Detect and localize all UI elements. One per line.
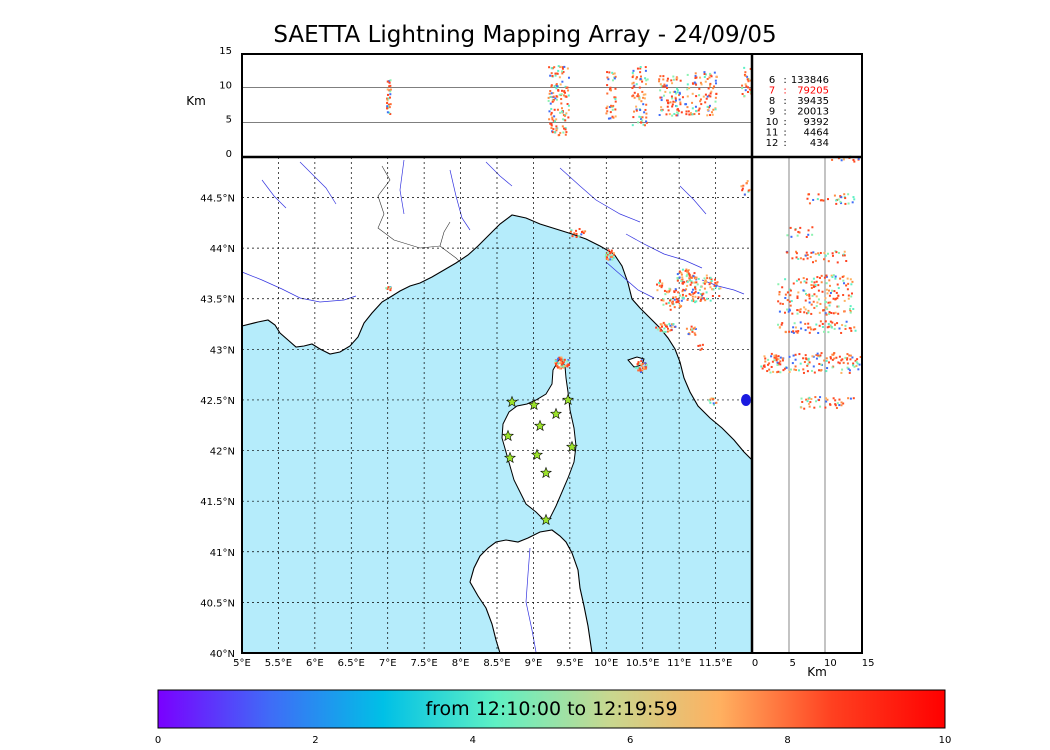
station-marker [505,395,519,408]
lightning-sources [385,180,751,406]
count-altitude: 6 [769,75,775,86]
station-marker [530,448,544,461]
longitude-tick-label: 8.5°E [483,658,510,669]
longitude-tick-label: 5.5°E [265,658,292,669]
longitude-tick-label: 9°E [525,658,543,669]
lma-stations [501,393,579,526]
altitude-longitude-sources [386,65,754,137]
side-panel-xtick: 0 [752,658,758,669]
count-altitude: 8 [769,96,775,107]
count-separator: : [783,96,786,107]
latitude-tick-label: 41.5°N [200,497,235,508]
count-value: 20013 [797,107,829,118]
figure-frame [241,53,863,654]
top-panel-yticks: 0 5 10 15 [219,46,232,160]
count-altitude: 12 [766,138,779,149]
longitude-tick-label: 10.5°E [626,658,660,669]
top-panel-ytick: 10 [219,80,232,91]
count-value: 9392 [804,117,829,128]
colorbar-tick-label: 2 [312,735,318,746]
longitude-tick-label: 6°E [306,658,324,669]
latitude-tick-label: 43.5°N [200,295,235,306]
colorbar-tick-label: 6 [627,735,633,746]
station-marker [501,429,515,442]
latitude-tick-label: 40°N [210,649,235,660]
longitude-tick-label: 9.5°E [556,658,583,669]
station-marker [561,393,575,406]
side-panel-xtick: 15 [862,658,875,669]
latitude-tick-label: 42°N [210,447,235,458]
chart-title: SAETTA Lightning Mapping Array - 24/09/0… [273,22,777,48]
station-marker [503,451,517,464]
side-panel-xtick: 5 [790,658,796,669]
count-separator: : [783,128,786,139]
count-separator: : [783,86,786,97]
colorbar-label: from 12:10:00 to 12:19:59 [425,698,678,720]
latitude-tick-label: 44°N [210,244,235,255]
longitude-tick-label: 10°E [594,658,618,669]
latitude-tick-labels: 40°N 40.5°N 41°N 41.5°N 42°N 42.5°N 43°N 43.5°N… [200,193,235,660]
latitude-tick-label: 43°N [210,345,235,356]
side-panel-xlabel: Km [807,665,827,679]
count-separator: : [783,75,786,86]
count-value: 79205 [797,86,829,97]
colorbar-ticks: 0 2 4 6 8 10 [155,735,952,746]
top-panel-ylabel: Km [186,94,206,108]
longitude-tick-labels: 5°E 5.5°E 6°E 6.5°E 7°E 7.5°E 8°E 8.5°E 9°E 9.5°E… [233,658,732,669]
coastline [241,214,753,654]
rivers [241,159,745,653]
latitude-tick-label: 41°N [210,548,235,559]
count-altitude: 11 [766,128,779,139]
altitude-counts-box: 6:1338467:792058:394359:2001310:939211:4… [752,54,862,157]
colorbar-tick-label: 0 [155,735,161,746]
top-panel-ytick: 15 [219,46,232,57]
count-value: 4464 [804,128,829,139]
altitude-latitude-panel [752,155,862,653]
map-gridlines [242,157,752,653]
corsica-island [501,357,577,521]
longitude-tick-label: 7.5°E [411,658,438,669]
side-panel-xticks: 0 5 10 15 [752,658,875,669]
altitude-longitude-panel [242,54,754,157]
count-altitude: 9 [769,107,775,118]
count-separator: : [783,117,786,128]
station-marker [549,407,563,420]
station-marker [539,513,553,526]
count-value: 39435 [797,96,829,107]
longitude-tick-label: 7°E [379,658,397,669]
station-marker [533,419,547,432]
count-value: 434 [810,138,829,149]
station-marker [565,440,579,453]
longitude-tick-label: 11°E [667,658,691,669]
longitude-tick-label: 6.5°E [338,658,365,669]
colorbar-tick-label: 10 [939,735,952,746]
map-plan-view [241,157,753,654]
longitude-tick-label: 11.5°E [699,658,733,669]
count-separator: : [783,107,786,118]
count-separator: : [783,138,786,149]
longitude-tick-label: 5°E [233,658,251,669]
top-panel-ytick: 5 [226,115,232,126]
colorbar-tick-label: 4 [470,735,476,746]
latitude-tick-label: 42.5°N [200,396,235,407]
colorbar [157,689,946,729]
colorbar-tick-label: 8 [784,735,790,746]
latitude-tick-label: 40.5°N [200,598,235,609]
country-borders [377,165,461,263]
latitude-tick-label: 44.5°N [200,193,235,204]
count-value: 133846 [791,75,829,86]
altitude-latitude-sources [760,155,862,410]
longitude-tick-label: 8°E [452,658,470,669]
station-marker [539,466,553,479]
top-panel-ytick: 0 [226,149,232,160]
count-altitude: 7 [769,86,775,97]
count-altitude: 10 [766,117,779,128]
side-panel-xtick: 10 [824,658,837,669]
station-marker [527,398,541,411]
